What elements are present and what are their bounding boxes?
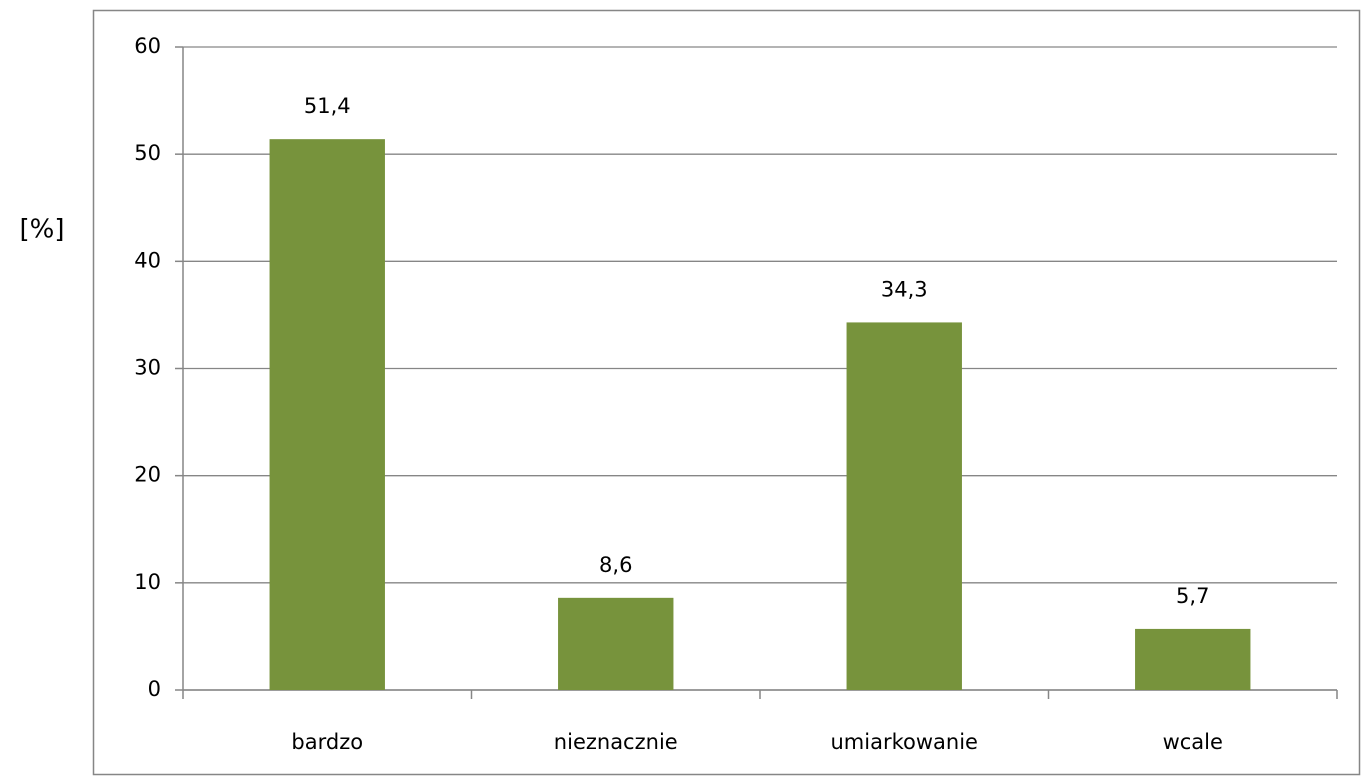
bar	[558, 597, 674, 690]
y-tick-label: 0	[148, 677, 161, 701]
bar	[846, 322, 962, 690]
y-tick-label: 60	[134, 34, 161, 58]
bar	[1135, 628, 1251, 690]
x-tick-label: nieznacznie	[554, 730, 678, 754]
x-tick-label: bardzo	[291, 730, 363, 754]
y-tick-label: 30	[134, 356, 161, 380]
x-tick-label: umiarkowanie	[831, 730, 978, 754]
y-axis-label: [%]	[20, 215, 65, 245]
x-tick-label: wcale	[1163, 730, 1223, 754]
y-tick-label: 20	[134, 463, 161, 487]
y-tick-label: 10	[134, 570, 161, 594]
bar	[269, 139, 385, 690]
data-label: 51,4	[304, 94, 351, 118]
data-label: 8,6	[599, 553, 632, 577]
data-label: 34,3	[881, 277, 928, 301]
data-label: 5,7	[1176, 584, 1209, 608]
y-tick-label: 40	[134, 248, 161, 272]
y-tick-label: 50	[134, 141, 161, 165]
